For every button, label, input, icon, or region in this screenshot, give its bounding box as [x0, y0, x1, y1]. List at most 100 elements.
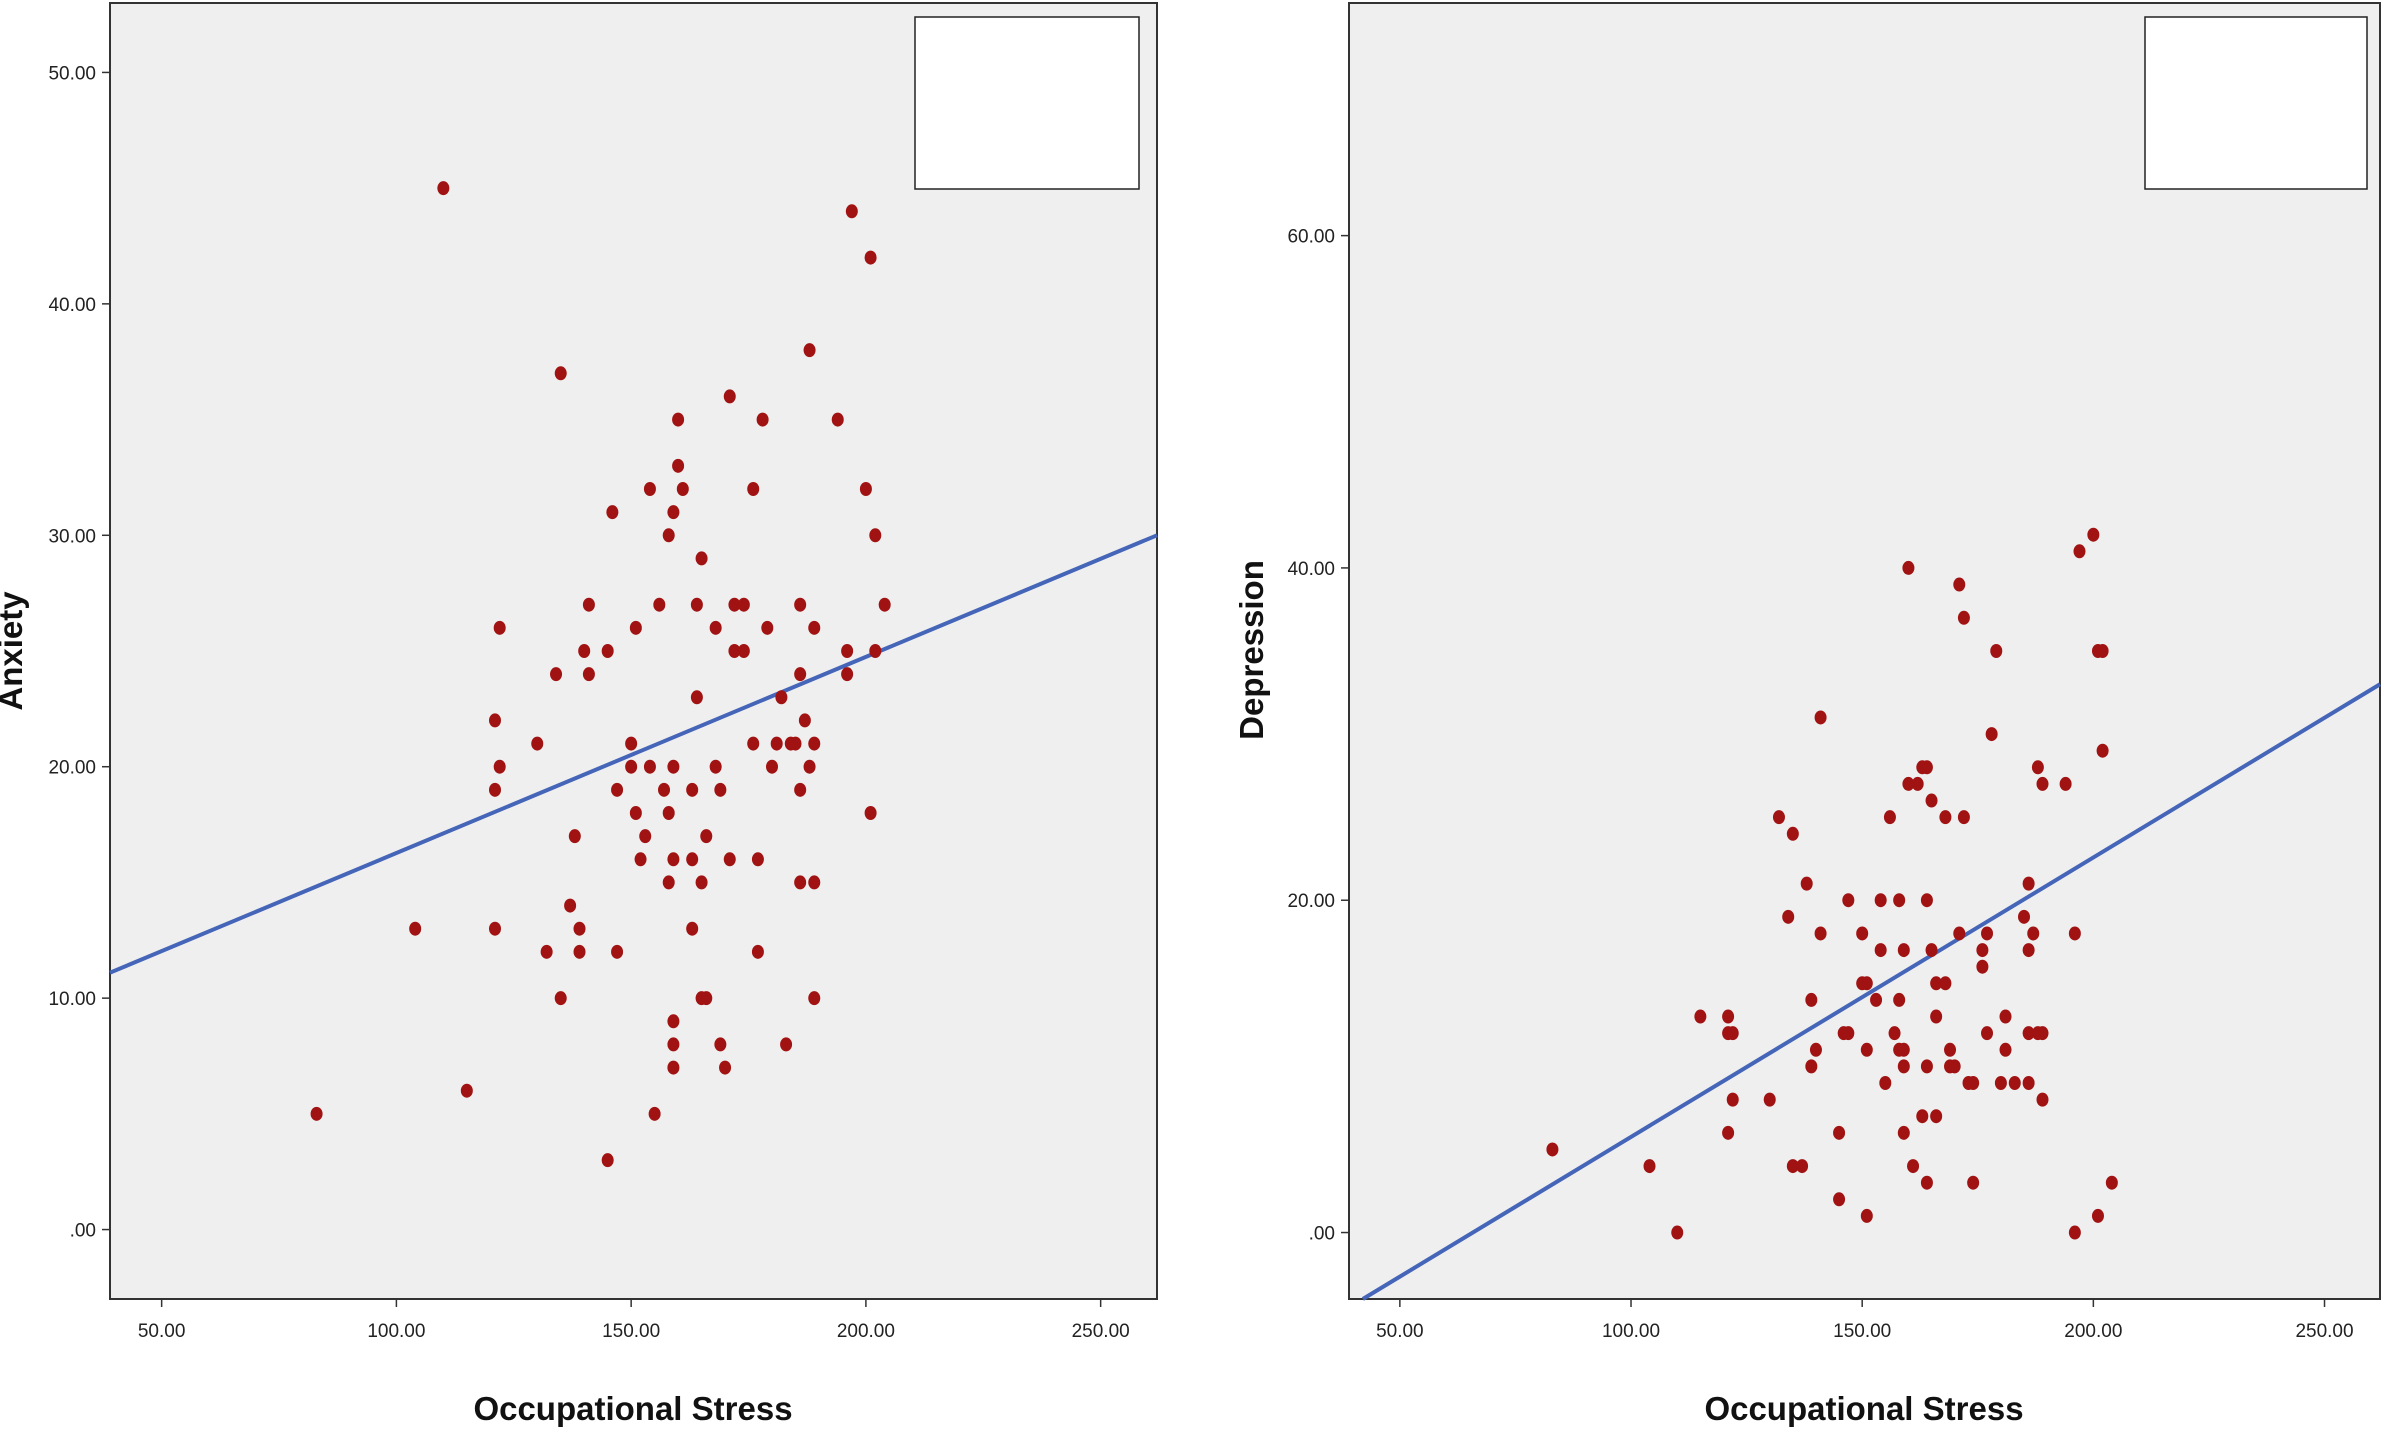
data-point	[1957, 810, 1970, 825]
data-point	[550, 667, 563, 682]
data-point	[1948, 1059, 1961, 1074]
data-point	[1805, 1059, 1818, 1074]
data-point	[690, 690, 703, 705]
data-point	[2036, 1092, 2049, 1107]
data-point	[789, 736, 802, 751]
data-point	[582, 597, 595, 612]
data-point	[1809, 1042, 1822, 1057]
data-point	[1860, 976, 1873, 991]
data-point	[667, 759, 680, 774]
data-point	[1925, 943, 1938, 958]
data-point	[1874, 893, 1887, 908]
data-point	[578, 644, 591, 658]
data-point	[1981, 926, 1994, 941]
depression-scatter-chart: 50.00 100.00 150.00 200.00 250.00 .00 20.00 40.…	[1233, 2, 2382, 1427]
data-point	[1874, 943, 1887, 958]
data-point	[1786, 826, 1799, 841]
data-point	[723, 852, 736, 867]
y-tick-label: 20.00	[1287, 891, 1335, 912]
data-point	[582, 667, 595, 682]
data-point	[658, 782, 671, 797]
data-point	[460, 1083, 473, 1098]
data-point	[1763, 1092, 1776, 1107]
data-point	[1546, 1142, 1559, 1157]
data-point	[831, 412, 844, 427]
data-point	[2031, 760, 2044, 775]
data-point	[493, 759, 506, 774]
data-point	[1897, 1042, 1910, 1057]
x-tick-label: 100.00	[1602, 1321, 1660, 1342]
data-point	[1643, 1159, 1656, 1174]
data-point	[878, 597, 891, 612]
data-point	[568, 829, 581, 844]
data-point	[700, 991, 713, 1006]
data-point	[667, 1014, 680, 1029]
data-point	[573, 944, 586, 959]
data-point	[1833, 1192, 1846, 1207]
y-tick-label: 10.00	[48, 989, 96, 1010]
data-point	[1902, 560, 1915, 575]
data-point	[554, 366, 567, 381]
x-tick-label: 250.00	[2295, 1321, 2353, 1342]
data-point	[709, 620, 722, 635]
data-point	[1879, 1076, 1892, 1090]
data-point	[719, 1060, 732, 1075]
data-point	[756, 412, 769, 427]
data-point	[1976, 959, 1989, 974]
data-point	[808, 736, 821, 751]
data-point	[667, 852, 680, 867]
data-point	[634, 852, 647, 867]
data-point	[1999, 1042, 2012, 1057]
data-point	[1985, 727, 1998, 742]
data-point	[625, 736, 638, 751]
data-point	[1772, 810, 1785, 825]
data-point	[1920, 760, 1933, 775]
x-tick-label: 100.00	[367, 1321, 425, 1342]
data-point	[747, 736, 760, 751]
data-point	[695, 875, 708, 890]
data-point	[709, 759, 722, 774]
data-point	[686, 921, 699, 936]
data-point	[1726, 1092, 1739, 1107]
data-point	[761, 620, 774, 635]
y-tick-label: 40.00	[48, 295, 96, 316]
data-point	[1981, 1026, 1994, 1041]
data-point	[700, 829, 713, 844]
data-point	[667, 505, 680, 520]
x-tick-label: 150.00	[602, 1321, 660, 1342]
x-tick-label: 150.00	[1833, 1321, 1891, 1342]
data-point	[629, 620, 642, 635]
plot-area	[1348, 2, 2381, 1300]
data-point	[1902, 776, 1915, 791]
legend-box	[914, 16, 1140, 190]
data-point	[1722, 1009, 1735, 1024]
data-point	[2068, 1225, 2081, 1240]
data-point	[643, 759, 656, 774]
data-point	[2022, 943, 2035, 958]
data-point	[2091, 1208, 2104, 1223]
data-point	[1856, 926, 1869, 941]
data-point	[1957, 610, 1970, 625]
data-point	[747, 482, 760, 496]
data-point	[648, 1106, 661, 1121]
anxiety-scatter-chart: 50.00 100.00 150.00 200.00 250.00 .00 10.00 20.…	[0, 2, 1158, 1427]
data-point	[845, 204, 858, 219]
data-point	[573, 921, 586, 936]
data-point	[601, 1153, 614, 1168]
data-point	[629, 806, 642, 820]
data-point	[2087, 527, 2100, 542]
data-point	[751, 944, 764, 959]
data-point	[690, 597, 703, 612]
data-point	[2008, 1076, 2021, 1090]
data-point	[723, 389, 736, 404]
data-point	[1897, 1125, 1910, 1140]
data-point	[869, 644, 882, 658]
data-point	[2105, 1175, 2118, 1190]
data-point	[1782, 909, 1795, 924]
data-point	[1883, 810, 1896, 825]
data-point	[1994, 1076, 2007, 1090]
data-point	[625, 759, 638, 774]
data-point	[611, 944, 624, 959]
data-point	[1939, 810, 1952, 825]
data-point	[1897, 1059, 1910, 1074]
